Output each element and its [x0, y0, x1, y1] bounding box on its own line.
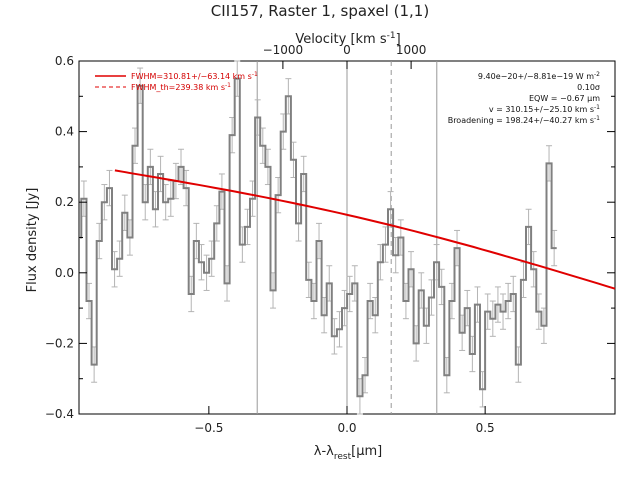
axis-ticks: −0.4 −0.2 0.0 0.2 0.4 0.6 −0.5 0.0 0.5 −1000 0 1000 — [45, 43, 615, 435]
annotation-line-flux: 9.40e−20+/−8.81e−19 W m-2 — [478, 71, 600, 81]
x-tick-label: −0.5 — [194, 421, 223, 435]
annotation-eqw: EQW = −0.67 μm — [529, 94, 600, 103]
gaussian-fit-line — [114, 169, 616, 290]
top-tick-label: 0 — [343, 43, 351, 57]
annotation-significance: 0.10σ — [577, 83, 600, 92]
y-tick-label: 0.0 — [55, 266, 74, 280]
y-tick-label: 0.6 — [55, 54, 74, 68]
legend: FWHM=310.81+/−63.14 km s-1 FWHM_th=239.3… — [95, 71, 258, 92]
annotation-velocity: v = 310.15+/−25.10 km s-1 — [489, 104, 600, 114]
y-axis-label: Flux density [Jy] — [25, 188, 40, 293]
y-tick-label: 0.2 — [55, 195, 74, 209]
y-tick-label: −0.2 — [45, 336, 74, 350]
x-tick-label: 0.5 — [476, 421, 495, 435]
flux-step-series — [79, 77, 557, 398]
x-tick-label: 0.0 — [337, 421, 356, 435]
legend-label-fwhm-th: FWHM_th=239.38 km s-1 — [131, 82, 231, 92]
x-axis-label: λ-λrest[μm] — [314, 444, 382, 462]
y-tick-label: 0.4 — [55, 125, 74, 139]
y-tick-label: −0.4 — [45, 407, 74, 421]
legend-label-fwhm: FWHM=310.81+/−63.14 km s-1 — [131, 71, 258, 81]
fit-annotations: 9.40e−20+/−8.81e−19 W m-2 0.10σ EQW = −0… — [448, 71, 600, 125]
top-axis-label: Velocity [km s-1] — [295, 31, 400, 47]
top-tick-label: 1000 — [396, 43, 427, 57]
chart-title: CII157, Raster 1, spaxel (1,1) — [211, 2, 429, 20]
top-tick-label: −1000 — [263, 43, 304, 57]
annotation-broadening: Broadening = 198.24+/−40.27 km s-1 — [448, 115, 600, 125]
